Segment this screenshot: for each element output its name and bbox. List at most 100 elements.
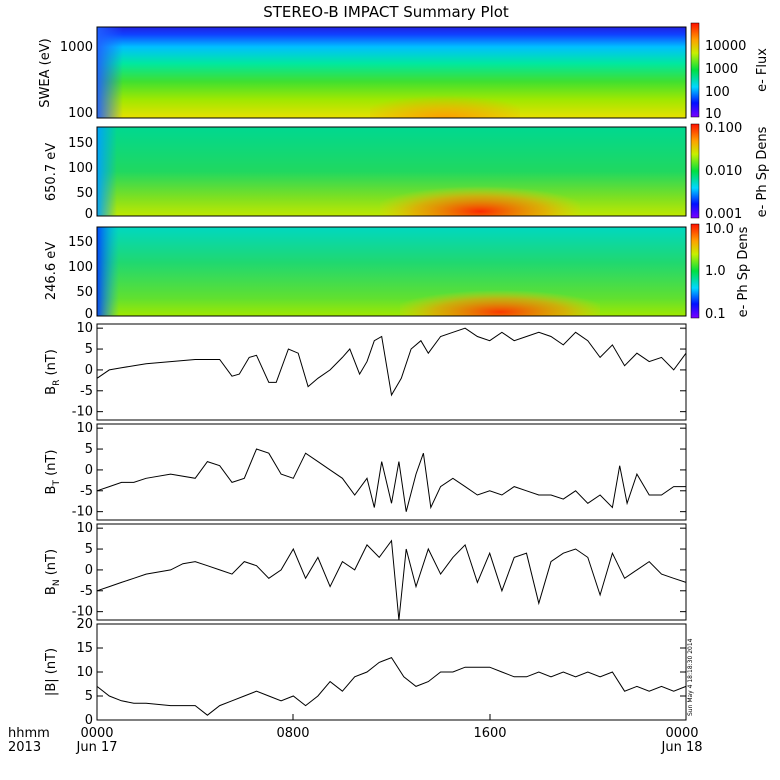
br-y-ticks: 10 5 0 -5 -10 [72,321,686,420]
pad-246-colorbar-label: e- Ph Sp Dens [736,226,751,317]
pad-246-y-tick-label: 0 [85,307,93,322]
bmag-series-line [96,656,687,716]
swea-colorbar-label: e- Flux [755,48,770,92]
bt-y-tick-label: -5 [80,484,93,499]
swea-colorbar-tick: 1000 [705,62,738,77]
br-y-tick-label: 5 [85,342,93,357]
swea-colorbar [690,22,700,118]
bn-series-line [96,539,687,621]
pad-650-colorbar-tick: 0.010 [705,164,742,179]
br-y-label-sub: R [52,380,62,386]
swea-y-label: SWEA (eV) [38,38,53,107]
bmag-y-tick-label: 15 [76,641,93,656]
x-date-label: Jun 17 [76,740,118,755]
bmag-y-ticks: 20 15 10 5 0 [76,617,686,728]
br-y-tick-label: -10 [72,405,93,420]
pad-246-colorbar-tick: 0.1 [705,307,726,322]
x-tick-label: 0800 [276,726,309,741]
plot-title: STEREO-B IMPACT Summary Plot [263,3,509,21]
x-tick-label: 0000 [80,726,113,741]
br-panel: BR (nT) 10 5 0 -5 -10 [44,321,687,421]
pad-246-y-label: 246.6 eV [44,242,59,300]
bn-frame [96,523,687,621]
x-format-label: hhmm [8,726,50,741]
pad-650-colorbar-tick: 0.001 [705,207,742,222]
pad-246-heatmap-left-edge [97,227,119,316]
swea-heatmap-hot-region [370,80,520,118]
bmag-panel: |B| (nT) 20 15 10 5 0 Sun May 4 18:18:30 201… [44,617,694,728]
x-tick-label: 0000 [665,726,698,741]
br-y-tick-label: 0 [85,363,93,378]
pad-246-y-tick-label: 150 [68,235,93,250]
x-year-label: 2013 [8,740,41,755]
br-y-label: BR (nT) [44,349,62,395]
pad-246-colorbar [690,223,700,319]
swea-colorbar-tick: 10000 [705,39,746,54]
x-axis-ticks [96,714,687,720]
timestamp: Sun May 4 18:18:30 2014 [687,638,694,716]
bn-y-ticks: 10 5 0 -5 -10 [72,521,686,620]
bn-y-tick-label: 0 [85,563,93,578]
pad-246-y-tick-label: 100 [68,260,93,275]
pad-650-y-label: 650.7 eV [44,143,59,201]
br-y-label-main: B [44,386,59,395]
pad-650-frame [96,126,687,217]
swea-frame [96,26,687,119]
bn-y-label-unit: (nT) [44,549,59,579]
bt-y-tick-label: 0 [85,463,93,478]
swea-y-tick-label: 100 [68,106,93,121]
bn-y-label-main: B [44,586,59,595]
x-date-label: Jun 18 [661,740,703,755]
bn-y-label-sub: N [52,579,62,586]
bt-y-tick-label: -10 [72,505,93,520]
bn-y-tick-label: -10 [72,605,93,620]
br-frame [96,323,687,421]
bn-y-tick-label: -5 [80,584,93,599]
bt-y-tick-label: 10 [76,421,93,436]
pad-650-heatmap-hot-region [380,170,580,216]
pad-246-colorbar-tick: 1.0 [705,264,726,279]
swea-panel: SWEA (eV) 1000 100 10000 1000 100 10 e- … [38,22,770,122]
pad-246-y-tick-label: 50 [76,285,93,300]
pad-650-y-tick-label: 150 [68,136,93,151]
bt-y-label-unit: (nT) [44,450,59,480]
bmag-y-tick-label: 5 [85,689,93,704]
bn-y-tick-label: 5 [85,542,93,557]
br-series-line [96,327,687,397]
bmag-y-label: |B| (nT) [44,648,59,696]
pad-246-heatmap-hot-region [400,276,600,316]
pad-650-y-tick-label: 100 [68,161,93,176]
pad-650-heatmap-left-edge [97,127,117,216]
bt-y-label-main: B [44,486,59,495]
swea-y-tick-label: 1000 [60,40,93,55]
bt-frame [96,423,687,521]
swea-colorbar-tick: 10 [705,107,722,122]
pad-246-frame [96,226,687,317]
bt-y-label: BT (nT) [44,450,62,495]
pad-246-panel: 246.6 eV 150 100 50 0 10.0 1.0 0.1 e- Ph… [44,222,751,322]
bt-y-tick-label: 5 [85,442,93,457]
bt-y-label-sub: T [52,480,62,487]
br-y-label-unit: (nT) [44,349,59,379]
bn-panel: BN (nT) 10 5 0 -5 -10 [44,521,687,621]
pad-650-y-tick-label: 0 [85,207,93,222]
bt-series-line [96,448,686,512]
swea-colorbar-tick: 100 [705,85,730,100]
bn-y-tick-label: 10 [76,521,93,536]
pad-650-panel: 650.7 eV 150 100 50 0 0.100 0.010 0.001 … [44,121,770,222]
br-y-tick-label: -5 [80,384,93,399]
pad-650-colorbar-tick: 0.100 [705,121,742,136]
swea-heatmap-left-edge [97,27,123,118]
bt-panel: BT (nT) 10 5 0 -5 -10 [44,421,687,521]
pad-650-y-tick-label: 50 [76,186,93,201]
pad-246-colorbar-tick: 10.0 [705,222,734,237]
bmag-y-tick-label: 20 [76,617,93,632]
pad-650-colorbar [690,123,700,219]
pad-650-colorbar-label: e- Ph Sp Dens [755,126,770,217]
bmag-y-tick-label: 0 [85,713,93,728]
bt-y-ticks: 10 5 0 -5 -10 [72,421,686,520]
br-y-tick-label: 10 [76,321,93,336]
bn-y-label: BN (nT) [44,549,62,595]
x-tick-label: 1600 [473,726,506,741]
